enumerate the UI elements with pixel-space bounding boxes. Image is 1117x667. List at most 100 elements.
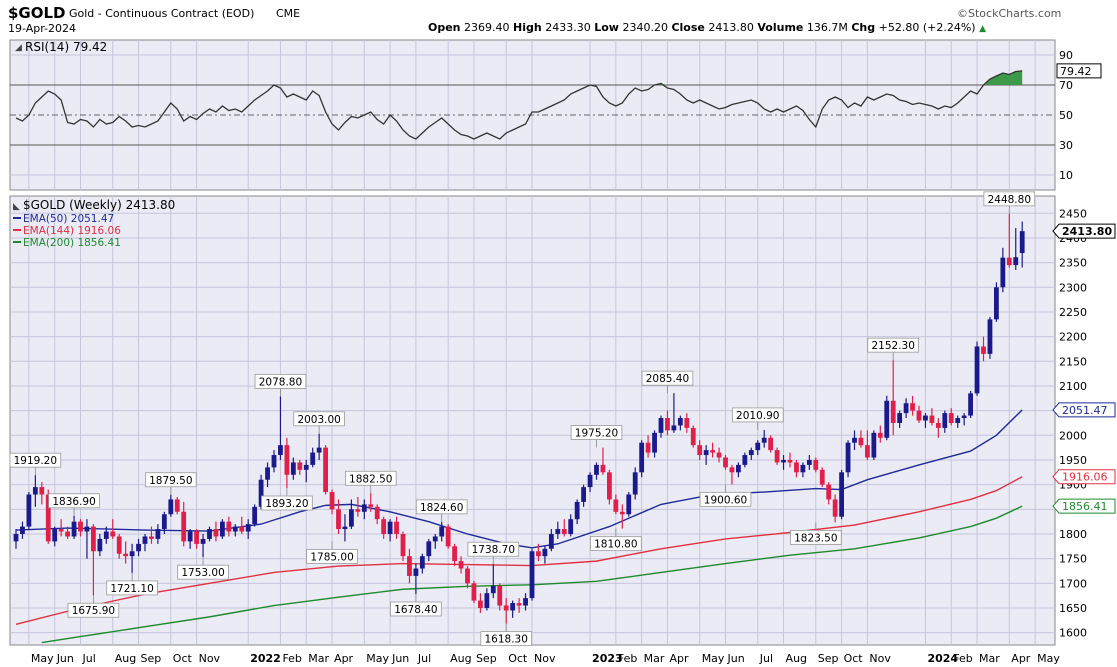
- x-axis-label: Aug: [450, 652, 471, 665]
- candle-body: [407, 556, 412, 576]
- candle-body: [400, 533, 406, 557]
- rsi-label: RSI(14) 79.42: [25, 40, 107, 54]
- x-axis-label: 2023: [592, 652, 623, 665]
- open-value: 2369.40: [464, 21, 510, 34]
- low-value: 2340.20: [622, 21, 668, 34]
- ema-line: [41, 505, 1023, 644]
- annotation-label: 1753.00: [181, 567, 224, 579]
- candle-body: [723, 457, 728, 468]
- rsi-value-tag-text: 79.42: [1060, 65, 1092, 78]
- candle-body: [97, 538, 103, 552]
- x-axis-label: Sep: [818, 652, 839, 665]
- candle-body: [278, 445, 283, 456]
- ohlc-bar: Open 2369.40 High 2433.30 Low 2340.20 Cl…: [428, 21, 986, 34]
- candle-body: [478, 600, 483, 608]
- candle-body: [503, 605, 509, 611]
- candle-body: [865, 445, 870, 458]
- candle-body: [832, 499, 838, 517]
- candle-body: [916, 410, 922, 421]
- annotation-label: 1678.40: [394, 604, 437, 616]
- candle-body: [297, 462, 303, 470]
- date: 19-Apr-2024: [8, 22, 77, 35]
- x-axis-label: Jul: [82, 652, 96, 665]
- legend-entry: EMA(144) 1916.06: [23, 225, 121, 237]
- candle-body: [677, 418, 683, 426]
- candle-body: [729, 467, 735, 473]
- candle-body: [923, 415, 928, 421]
- price-value-tag: [1052, 498, 1116, 514]
- candle-body: [116, 536, 122, 554]
- annotation-label: 1975.20: [575, 428, 618, 440]
- candle-body: [852, 437, 857, 443]
- candle-body: [639, 442, 645, 473]
- annotation-box: [293, 411, 345, 427]
- candle-body: [781, 459, 786, 463]
- annotation-label: 1900.60: [704, 494, 747, 506]
- candle-body: [323, 447, 328, 493]
- x-axis-label: Feb: [282, 652, 301, 665]
- candle-body: [903, 403, 909, 414]
- candle-body: [439, 526, 445, 537]
- rsi-line: [15, 70, 1023, 140]
- annotation-label: 2085.40: [646, 373, 689, 385]
- candle-body: [800, 464, 806, 473]
- legend-entry: EMA(200) 1856.41: [23, 237, 121, 249]
- candle-body: [690, 427, 696, 446]
- candle-body: [419, 556, 425, 569]
- close-label: Close: [671, 21, 705, 34]
- candle-body: [658, 418, 664, 433]
- candle-body: [45, 494, 51, 542]
- candle-body: [858, 437, 864, 446]
- candle-body: [710, 450, 715, 453]
- candle-body: [768, 437, 774, 451]
- price-label: $GOLD (Weekly) 2413.80: [23, 198, 175, 212]
- rsi-tick-label: 30: [1059, 139, 1073, 152]
- annotation-box: [731, 407, 784, 423]
- rsi-tick-label: 10: [1059, 169, 1073, 182]
- annotation-box: [177, 564, 229, 580]
- candle-body: [303, 464, 309, 470]
- candle-body: [394, 521, 399, 534]
- annotation-box: [390, 601, 442, 617]
- x-axis-label: Feb: [618, 652, 637, 665]
- candle-body: [516, 603, 522, 606]
- exchange: CME: [276, 7, 301, 20]
- x-axis-label: Mar: [644, 652, 665, 665]
- price-value-tag-text: 2051.47: [1062, 404, 1108, 417]
- ema-line: [15, 409, 1023, 549]
- candle-body: [103, 531, 109, 539]
- x-axis-label: May: [31, 652, 54, 665]
- annotation-box: [641, 370, 694, 386]
- candle-body: [626, 494, 632, 515]
- candle-body: [839, 472, 844, 517]
- candle-body: [736, 464, 741, 473]
- x-axis-label: Feb: [953, 652, 972, 665]
- candle-body: [536, 551, 541, 557]
- candle-body: [748, 450, 754, 456]
- x-axis-label: Sep: [141, 652, 162, 665]
- candle-body: [774, 450, 780, 463]
- candle-body: [349, 509, 354, 527]
- chart-header: $GOLD Gold - Continuous Contract (EOD) C…: [0, 0, 1117, 40]
- x-axis-label: Apr: [1011, 652, 1031, 665]
- x-axis-label: Apr: [669, 652, 689, 665]
- x-axis-label: 2024: [927, 652, 958, 665]
- candle-body: [381, 519, 387, 534]
- candle-body: [84, 526, 90, 532]
- annotation-box: [983, 191, 1036, 207]
- candle-body: [542, 548, 548, 557]
- x-axis-label: Apr: [334, 652, 354, 665]
- x-axis-label: Jun: [391, 652, 409, 665]
- x-axis-label: Sep: [476, 652, 497, 665]
- price-tick-label: 1700: [1059, 577, 1087, 590]
- candle-body: [310, 452, 316, 465]
- rsi-tick-label: 70: [1059, 79, 1073, 92]
- candle-body: [819, 469, 825, 485]
- annotation-box: [254, 374, 307, 389]
- price-value-tag-text: 1916.06: [1062, 471, 1108, 484]
- x-axis-label: Jun: [56, 652, 74, 665]
- candle-body: [78, 521, 83, 532]
- candle-body: [239, 526, 245, 532]
- candle-body: [187, 531, 193, 542]
- annotation-box: [467, 541, 520, 557]
